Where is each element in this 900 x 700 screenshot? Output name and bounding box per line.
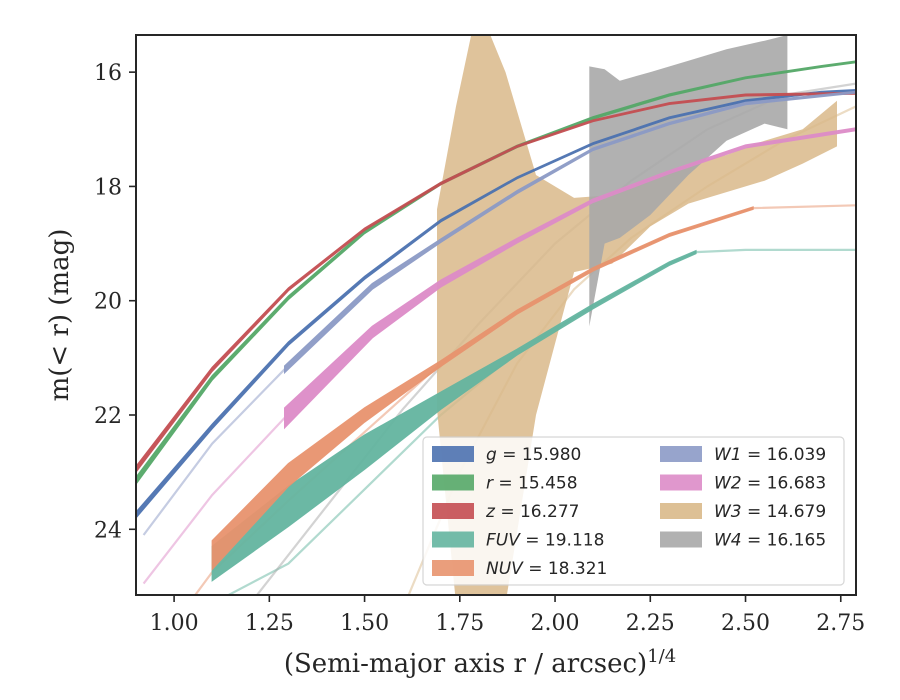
x-tick-label: 2.50 <box>721 611 770 636</box>
legend-swatch-nuv <box>432 560 474 576</box>
x-tick-label: 1.00 <box>150 611 199 636</box>
legend-label-nuv: NUV = 18.321 <box>486 559 607 579</box>
series-w1-band <box>284 90 856 375</box>
x-tick-label: 1.25 <box>245 611 294 636</box>
series-w2-band <box>284 127 856 430</box>
x-axis-label: (Semi-major axis r / arcsec)1/4 <box>284 646 676 679</box>
y-tick-label: 24 <box>94 518 122 543</box>
series-z-band <box>136 91 856 474</box>
legend-label-w3: W3 = 14.679 <box>714 502 826 522</box>
series-fuv-band <box>211 249 697 582</box>
legend-swatch-r <box>432 474 474 491</box>
x-tick-label: 2.25 <box>626 611 675 636</box>
y-tick-label: 18 <box>94 175 122 200</box>
legend-label-w4: W4 = 16.165 <box>714 531 826 551</box>
legend-label-w2: W2 = 16.683 <box>714 474 826 494</box>
legend-label-g: g = 15.980 <box>486 445 581 465</box>
x-tick-label: 1.50 <box>340 611 389 636</box>
plot-frame <box>135 34 857 596</box>
series-w1-extrapolation <box>142 368 286 536</box>
x-axis-label-main: (Semi-major axis r / arcsec) <box>284 649 647 679</box>
x-tick-label: 2.00 <box>531 611 580 636</box>
legend-swatch-g <box>432 446 474 462</box>
legend-swatch-w1 <box>660 446 702 462</box>
legend-label-z: z = 16.277 <box>485 502 579 522</box>
y-tick-label: 22 <box>94 404 122 429</box>
legend-swatch-w2 <box>660 474 702 491</box>
series-g-band <box>136 88 856 519</box>
series-w2-extrapolation <box>142 417 286 585</box>
x-tick-label: 1.75 <box>435 611 484 636</box>
legend-box <box>422 436 845 586</box>
legend-label-w1: W1 = 16.039 <box>714 445 826 465</box>
legend: g = 15.980 r = 15.458 z = 16.277 FUV = 19.1… <box>422 436 845 586</box>
series-w4-band <box>589 35 788 327</box>
series-nuv-band <box>211 206 754 571</box>
legend-label-r: r = 15.458 <box>486 474 578 494</box>
y-tick-label: 20 <box>94 290 122 315</box>
y-tick-label: 16 <box>94 61 122 86</box>
series-w3-band <box>437 35 837 595</box>
legend-swatch-z <box>432 503 474 519</box>
x-tick-label: 2.75 <box>816 611 865 636</box>
legend-label-fuv: FUV = 19.118 <box>486 531 604 551</box>
legend-swatch-w4 <box>660 531 702 548</box>
y-axis-label: m(< r) (mag) <box>45 229 75 402</box>
legend-swatch-fuv <box>432 531 474 548</box>
x-axis-label-exponent: 1/4 <box>647 646 676 667</box>
legend-swatch-w3 <box>660 503 702 519</box>
